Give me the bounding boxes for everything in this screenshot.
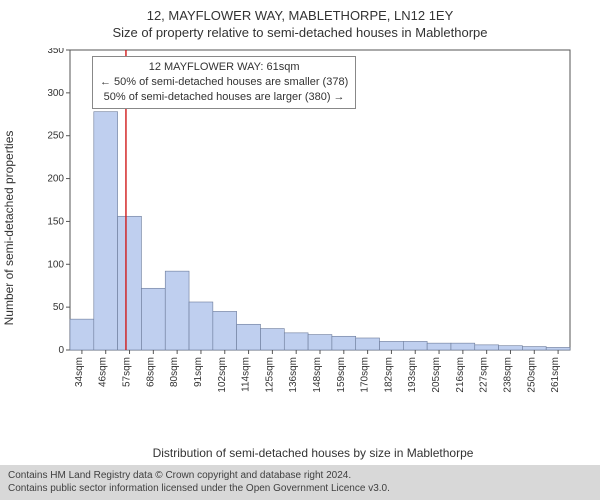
svg-text:0: 0	[58, 345, 64, 356]
svg-text:80sqm: 80sqm	[169, 357, 180, 387]
svg-text:114sqm: 114sqm	[241, 357, 252, 392]
svg-text:159sqm: 159sqm	[336, 357, 347, 393]
svg-text:182sqm: 182sqm	[383, 357, 394, 393]
svg-text:261sqm: 261sqm	[550, 357, 561, 393]
svg-text:50: 50	[53, 302, 65, 313]
svg-text:100: 100	[48, 259, 64, 270]
info-box: 12 MAYFLOWER WAY: 61sqm ← 50% of semi-de…	[92, 56, 356, 109]
info-box-line3: 50% of semi-detached houses are larger (…	[100, 90, 348, 105]
svg-text:200: 200	[48, 174, 64, 185]
histogram-bar	[141, 288, 165, 350]
histogram-bar	[70, 319, 94, 350]
svg-text:91sqm: 91sqm	[193, 357, 204, 387]
histogram-bar	[499, 346, 523, 350]
histogram-bar	[118, 216, 142, 350]
histogram-bar	[94, 112, 118, 350]
histogram-bar	[237, 324, 261, 350]
histogram-bar	[165, 271, 189, 350]
svg-text:136sqm: 136sqm	[288, 357, 299, 393]
page-title-address: 12, MAYFLOWER WAY, MABLETHORPE, LN12 1EY	[0, 0, 600, 23]
svg-text:150: 150	[48, 216, 64, 227]
svg-text:250: 250	[48, 131, 64, 142]
page-title-subtitle: Size of property relative to semi-detach…	[0, 23, 600, 40]
x-axis-label: Distribution of semi-detached houses by …	[48, 446, 578, 460]
svg-text:170sqm: 170sqm	[360, 357, 371, 393]
svg-text:250sqm: 250sqm	[526, 357, 537, 393]
histogram-bar	[356, 338, 380, 350]
svg-text:216sqm: 216sqm	[455, 357, 466, 393]
svg-text:350: 350	[48, 48, 64, 56]
info-box-line2: ← 50% of semi-detached houses are smalle…	[100, 75, 348, 90]
svg-text:227sqm: 227sqm	[479, 357, 490, 393]
info-box-line1: 12 MAYFLOWER WAY: 61sqm	[100, 60, 348, 75]
svg-text:102sqm: 102sqm	[217, 357, 228, 393]
svg-text:34sqm: 34sqm	[74, 357, 85, 387]
svg-text:57sqm: 57sqm	[122, 357, 133, 387]
svg-text:125sqm: 125sqm	[264, 357, 275, 393]
histogram-bar	[213, 311, 237, 350]
histogram-bar	[522, 347, 546, 350]
footer: Contains HM Land Registry data © Crown c…	[0, 465, 600, 500]
svg-text:205sqm: 205sqm	[431, 357, 442, 393]
svg-text:68sqm: 68sqm	[145, 357, 156, 387]
svg-text:238sqm: 238sqm	[502, 357, 513, 393]
svg-text:300: 300	[48, 88, 64, 99]
histogram-bar	[475, 345, 499, 350]
histogram-bar	[403, 341, 427, 350]
histogram-bar	[189, 302, 213, 350]
y-axis-label: Number of semi-detached properties	[2, 52, 16, 404]
histogram-bar	[451, 343, 475, 350]
histogram-bar	[427, 343, 451, 350]
histogram-bar	[546, 347, 570, 350]
svg-text:148sqm: 148sqm	[312, 357, 323, 393]
footer-line1: Contains HM Land Registry data © Crown c…	[8, 469, 592, 482]
svg-text:46sqm: 46sqm	[98, 357, 109, 387]
histogram-bar	[308, 335, 332, 350]
footer-line2: Contains public sector information licen…	[8, 482, 592, 495]
svg-text:193sqm: 193sqm	[407, 357, 418, 393]
histogram-bar	[284, 333, 308, 350]
histogram-bar	[380, 341, 404, 350]
histogram-bar	[332, 336, 356, 350]
histogram-bar	[260, 329, 284, 350]
